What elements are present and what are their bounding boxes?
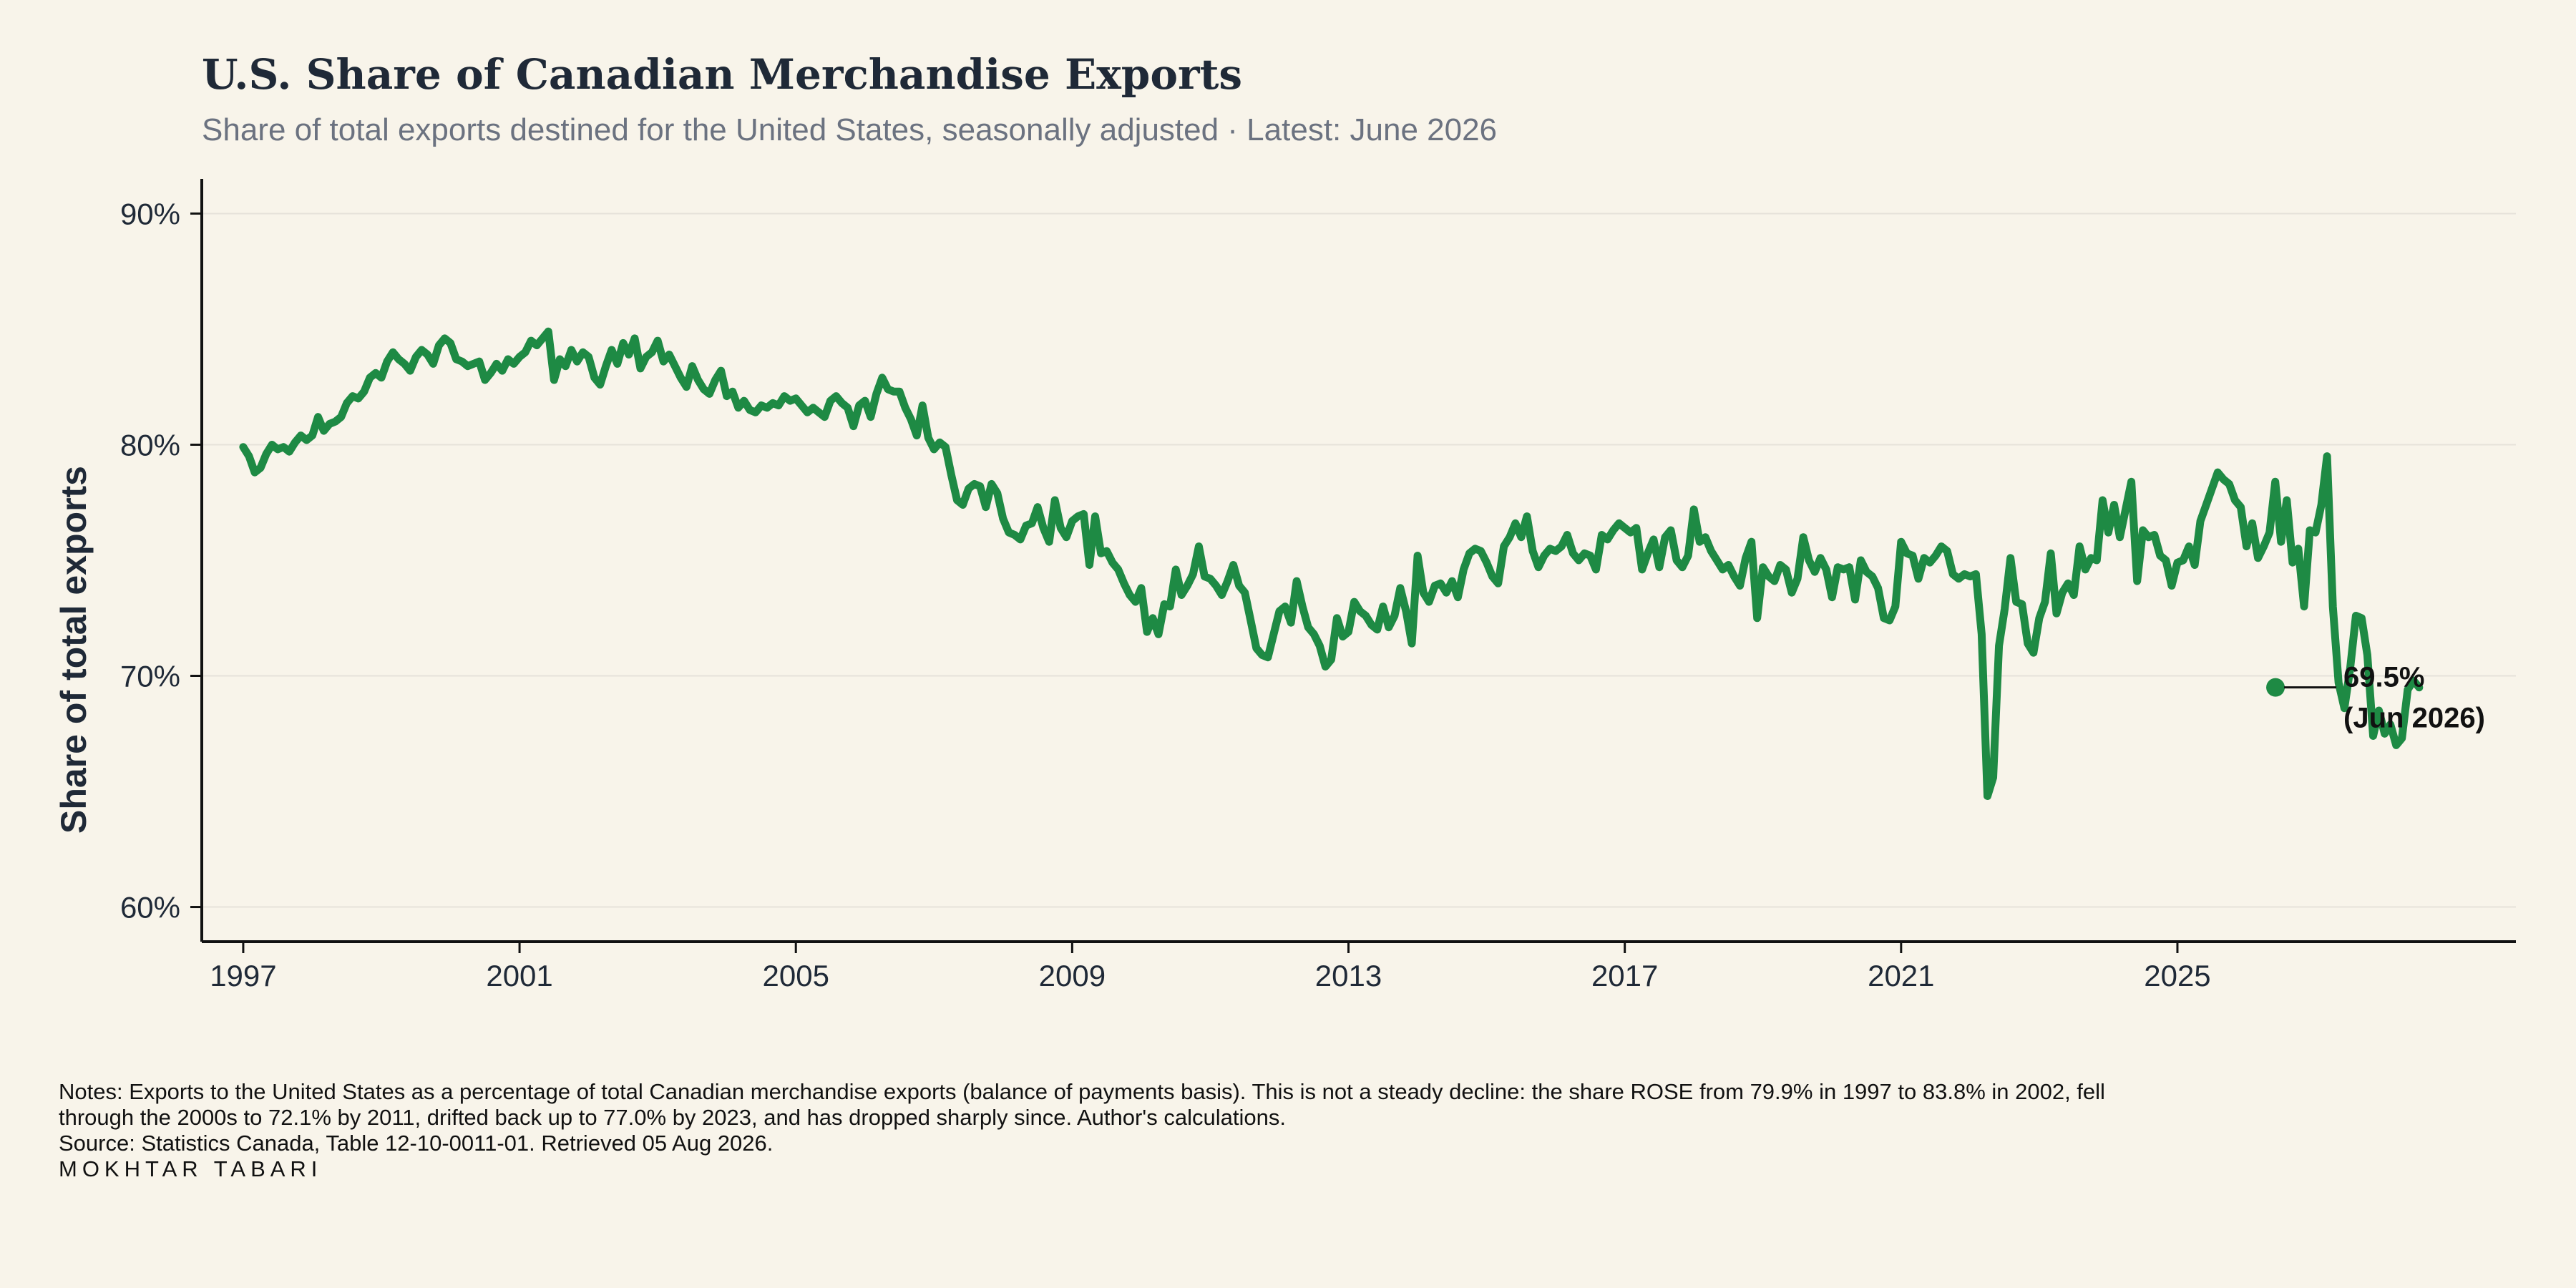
x-tick-label: 2001 xyxy=(486,959,552,992)
gridlines xyxy=(202,213,2516,908)
x-tick-label: 2009 xyxy=(1039,959,1106,992)
y-tick-label: 70% xyxy=(120,660,180,693)
x-tick-label: 1997 xyxy=(210,959,276,992)
source-line: Source: Statistics Canada, Table 12-10-0… xyxy=(59,1131,774,1156)
y-tick-label: 60% xyxy=(120,891,180,924)
annotation-value: 69.5% xyxy=(2343,662,2424,693)
annotation: 69.5% (Jun 2026) xyxy=(2284,662,2485,734)
author-credit: MOKHTAR TABARI xyxy=(59,1156,323,1181)
y-tick-label: 90% xyxy=(120,197,180,230)
series-line-0 xyxy=(239,327,2424,800)
y-tick-label: 80% xyxy=(120,428,180,462)
x-tick-label: 2025 xyxy=(2144,959,2210,992)
x-tick-label: 2021 xyxy=(1868,959,1934,992)
x-tick-label: 2013 xyxy=(1315,959,1382,992)
notes-line-1: Notes: Exports to the United States as a… xyxy=(59,1079,2105,1104)
notes-line-2: through the 2000s to 72.1% by 2011, drif… xyxy=(59,1105,1286,1130)
axes: 60% 70% 80% 90% 1997 2001 2005 2009 2013 2017 2021… xyxy=(120,179,2516,992)
y-axis-label: Share of total exports xyxy=(54,466,94,834)
footer-notes: Notes: Exports to the United States as a… xyxy=(59,1079,2492,1182)
chart-title: U.S. Share of Canadian Merchandise Expor… xyxy=(202,50,1242,99)
x-tick-label: 2017 xyxy=(1591,959,1658,992)
plot-area xyxy=(239,327,2424,800)
x-tick-label: 2005 xyxy=(763,959,829,992)
chart-subtitle: Share of total exports destined for the … xyxy=(202,112,1497,147)
annotation-date: (Jun 2026) xyxy=(2343,703,2485,734)
latest-point xyxy=(2266,678,2285,697)
